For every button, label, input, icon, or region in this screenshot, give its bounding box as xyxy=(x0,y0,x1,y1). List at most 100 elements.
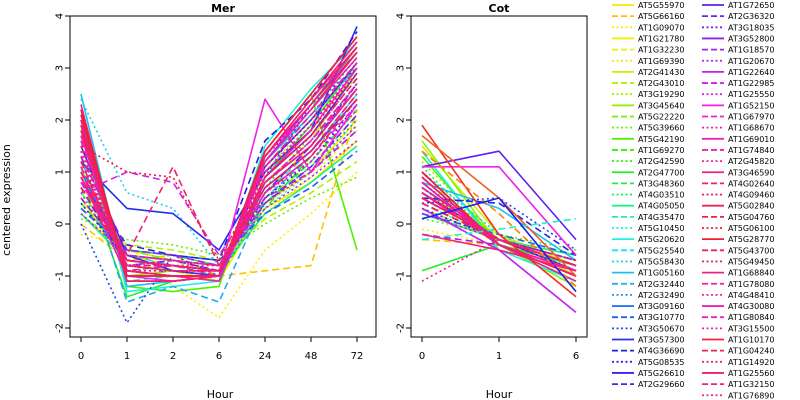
panel-mer: Mer 0 1 2 6 24 48 72 -2 -1 0 1 2 3 4 Hour xyxy=(55,2,377,400)
legend-entry-59: AT1G68840 xyxy=(702,269,774,278)
legend-entry-55: AT5G06100 xyxy=(702,224,774,233)
series-lines-cot xyxy=(421,124,577,314)
legend-label-2: AT1G09070 xyxy=(638,23,684,32)
legend-label-70: AT1G76890 xyxy=(728,391,774,400)
panel-cot: Cot 0 1 6 -2 -1 0 1 2 3 4 Hour xyxy=(396,2,588,400)
legend-label-49: AT2G45820 xyxy=(728,157,774,166)
legend-label-30: AT3G57300 xyxy=(638,336,684,345)
legend-label-38: AT3G52800 xyxy=(728,34,774,43)
mer-series-line-31 xyxy=(80,31,358,262)
legend-entry-41: AT1G22640 xyxy=(702,68,774,77)
legend-entry-64: AT3G15500 xyxy=(702,324,774,333)
legend-label-22: AT5G25540 xyxy=(638,246,684,255)
cot-series-line-41 xyxy=(421,207,577,314)
legend-entry-58: AT5G49450 xyxy=(702,257,774,266)
legend-label-37: AT3G18035 xyxy=(728,23,774,32)
legend-entry-23: AT5G58430 xyxy=(612,257,684,266)
cot-y-tick-label-2: 0 xyxy=(396,221,407,227)
cot-highlight-line-5 xyxy=(421,233,577,272)
legend-label-57: AT5G43700 xyxy=(728,246,774,255)
legend-entry-19: AT4G35470 xyxy=(612,213,684,222)
legend-label-6: AT2G41430 xyxy=(638,68,684,77)
cot-highlight-line-3 xyxy=(421,218,577,241)
legend-entry-60: AT1G78080 xyxy=(702,280,774,289)
cot-series-line-55 xyxy=(421,192,577,272)
legend-entry-14: AT2G42590 xyxy=(612,157,684,166)
legend-entry-29: AT3G50670 xyxy=(612,324,684,333)
legend-entry-63: AT1G80840 xyxy=(702,313,774,322)
legend-entry-46: AT1G68670 xyxy=(702,124,774,133)
legend-entry-40: AT1G20670 xyxy=(702,57,774,66)
legend-label-25: AT2G32440 xyxy=(638,280,684,289)
legend-label-31: AT4G36690 xyxy=(638,347,684,356)
legend-label-15: AT2G47700 xyxy=(638,168,684,177)
legend-entry-61: AT4G48410 xyxy=(702,291,774,300)
cot-series-line-11 xyxy=(421,218,577,251)
y-ticks-mer: -2 -1 0 1 2 3 4 xyxy=(55,13,70,333)
mer-x-tick-label-3: 6 xyxy=(216,351,222,362)
cot-series-line-56 xyxy=(421,171,577,277)
legend-entry-33: AT5G26610 xyxy=(612,369,684,378)
legend-entry-24: AT1G05160 xyxy=(612,269,684,278)
legend-label-48: AT1G74840 xyxy=(728,146,774,155)
cot-highlight-line-4 xyxy=(421,197,577,293)
cot-y-tick-label-3: 1 xyxy=(396,169,407,175)
cot-series-line-44 xyxy=(422,166,577,256)
legend-entry-45: AT1G67970 xyxy=(702,113,774,122)
legend-entry-49: AT2G45820 xyxy=(702,157,774,166)
y-axis-label: centered expression xyxy=(0,144,13,256)
legend-entry-31: AT4G36690 xyxy=(612,347,684,356)
legend-entry-52: AT4G09460 xyxy=(702,191,774,200)
legend-label-14: AT2G42590 xyxy=(638,157,684,166)
mer-y-tick-label-6: 4 xyxy=(55,13,66,19)
legend-label-33: AT5G26610 xyxy=(638,369,684,378)
legend-label-63: AT1G80840 xyxy=(728,313,774,322)
mer-series-line-67 xyxy=(80,98,358,267)
mer-x-tick-label-2: 2 xyxy=(170,351,176,362)
x-ticks-mer: 0 1 2 6 24 48 72 xyxy=(78,337,364,362)
legend-entry-68: AT1G25560 xyxy=(702,369,774,378)
legend-entry-50: AT3G46590 xyxy=(702,168,774,177)
mer-series-line-70 xyxy=(80,62,358,272)
legend-entry-42: AT1G22985 xyxy=(702,79,774,88)
legend-entry-27: AT3G09160 xyxy=(612,302,684,311)
legend-label-36: AT2G36320 xyxy=(728,12,774,21)
mer-y-tick-label-3: 1 xyxy=(55,169,66,175)
cot-x-tick-label-0: 0 xyxy=(419,351,425,362)
mer-y-tick-label-5: 3 xyxy=(55,65,66,71)
mer-series-line-55 xyxy=(80,72,358,262)
legend-entry-39: AT1G18570 xyxy=(702,46,774,55)
mer-y-tick-label-0: -2 xyxy=(55,323,66,333)
legend-entry-22: AT5G25540 xyxy=(612,246,684,255)
legend-label-64: AT3G15500 xyxy=(728,324,774,333)
cot-series-line-69 xyxy=(421,192,577,267)
mer-series-line-11 xyxy=(80,176,358,256)
legend-label-9: AT3G45640 xyxy=(638,101,684,110)
legend-label-59: AT1G68840 xyxy=(728,269,774,278)
mer-series-line-61 xyxy=(80,109,358,267)
legend-label-55: AT5G06100 xyxy=(728,224,774,233)
legend-label-56: AT5G28770 xyxy=(728,235,774,244)
legend-label-3: AT1G21780 xyxy=(638,34,684,43)
legend-entry-1: AT5G66160 xyxy=(612,12,684,21)
legend-entry-56: AT5G28770 xyxy=(702,235,774,244)
legend-label-40: AT1G20670 xyxy=(728,57,774,66)
legend-label-41: AT1G22640 xyxy=(728,68,774,77)
legend-entry-20: AT5G10450 xyxy=(612,224,684,233)
cot-y-tick-label-1: -1 xyxy=(396,271,407,281)
legend-entry-37: AT3G18035 xyxy=(702,23,774,32)
legend-entry-54: AT5G04760 xyxy=(702,213,774,222)
legend-label-10: AT5G22220 xyxy=(638,113,684,122)
legend-label-21: AT5G20620 xyxy=(638,235,684,244)
legend-label-17: AT4G03510 xyxy=(638,191,684,200)
legend-label-18: AT4G05050 xyxy=(638,202,684,211)
legend-entry-34: AT2G29660 xyxy=(612,380,684,389)
mer-x-tick-label-6: 72 xyxy=(351,351,364,362)
legend-entry-0: AT5G55970 xyxy=(612,1,684,10)
legend-entry-57: AT5G43700 xyxy=(702,246,774,255)
legend-entry-10: AT5G22220 xyxy=(612,113,684,122)
legend-label-16: AT3G48360 xyxy=(638,179,684,188)
cot-y-tick-label-0: -2 xyxy=(396,323,407,333)
legend-label-13: AT1G69270 xyxy=(638,146,684,155)
